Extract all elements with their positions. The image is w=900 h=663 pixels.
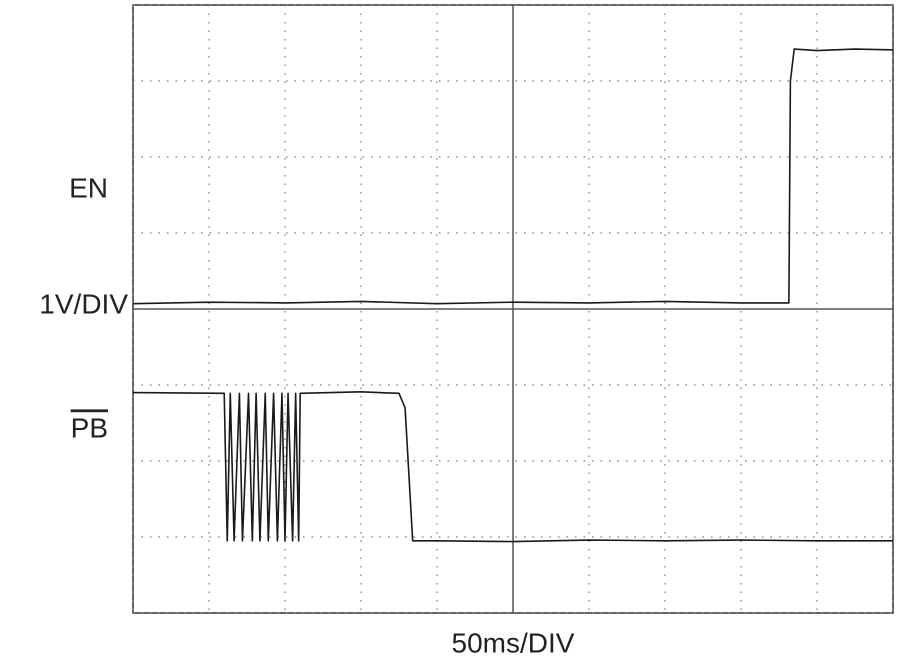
channel-label: PB <box>71 412 108 443</box>
x-axis-label: 50ms/DIV <box>452 627 575 658</box>
trace <box>132 48 894 305</box>
channel-label: EN <box>69 172 108 203</box>
y-axis-label: 1V/DIV <box>39 288 128 319</box>
trace <box>132 391 893 543</box>
